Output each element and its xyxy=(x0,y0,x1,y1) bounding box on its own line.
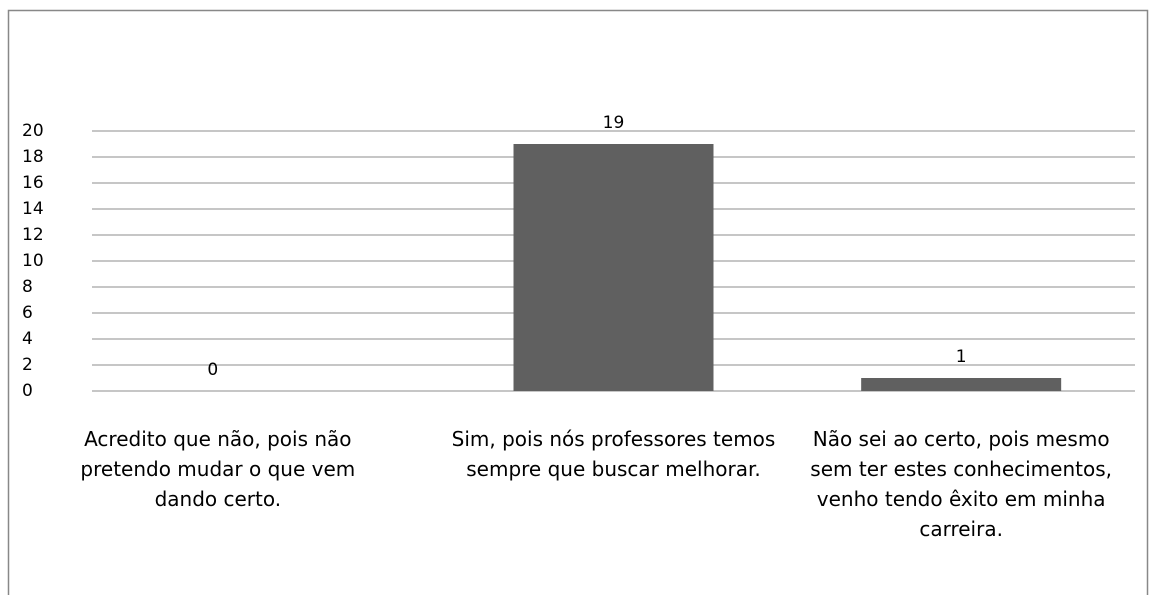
y-tick-label: 4 xyxy=(22,329,33,349)
x-tick-label: Sim, pois nós professores temos sempre q… xyxy=(451,427,776,481)
y-tick-label: 8 xyxy=(22,277,33,297)
y-tick-label: 6 xyxy=(22,303,33,323)
y-tick-label: 2 xyxy=(22,355,33,375)
x-tick-label: Acredito que não, pois não pretendo muda… xyxy=(80,427,356,511)
y-tick-label: 20 xyxy=(22,121,44,141)
bar xyxy=(513,144,714,391)
y-tick-label: 12 xyxy=(22,225,44,245)
chart-frame xyxy=(7,9,1149,595)
y-tick-label: 0 xyxy=(22,381,33,401)
bar xyxy=(861,378,1062,391)
y-tick-label: 14 xyxy=(22,199,44,219)
data-label: 0 xyxy=(207,360,218,380)
data-label: 1 xyxy=(956,347,967,367)
y-tick-label: 18 xyxy=(22,147,44,167)
data-label: 19 xyxy=(603,113,625,133)
x-tick-label: Não sei ao certo, pois mesmo sem ter est… xyxy=(810,427,1112,541)
y-tick-label: 16 xyxy=(22,173,44,193)
y-tick-label: 10 xyxy=(22,251,44,271)
